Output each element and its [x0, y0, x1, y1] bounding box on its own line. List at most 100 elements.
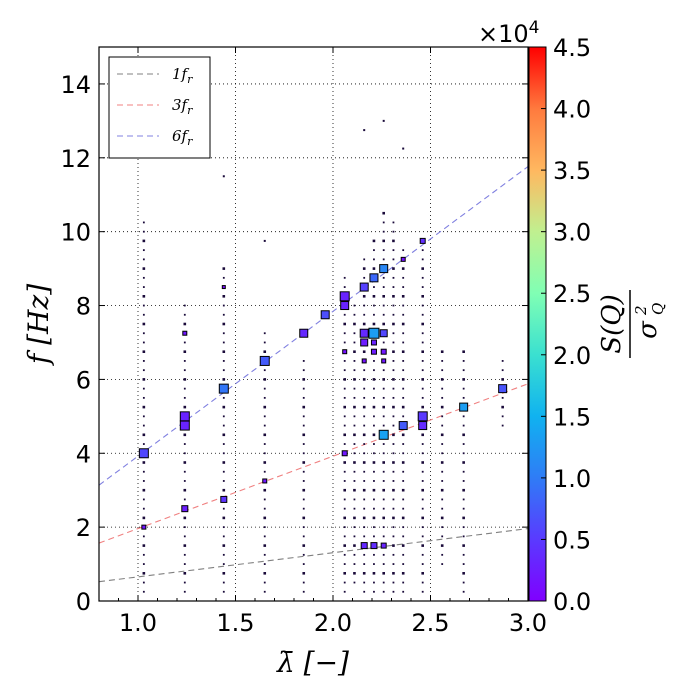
minor-point [353, 378, 356, 381]
y-axis-label: f [Hz] [22, 284, 55, 366]
minor-point [222, 433, 226, 437]
minor-point [372, 405, 376, 409]
minor-point [421, 526, 424, 529]
minor-point [142, 535, 145, 538]
data-point [380, 348, 387, 355]
minor-point [421, 507, 424, 510]
y-axis-ticks: 0 2 4 6 8 10 12 14 [60, 71, 528, 616]
minor-point [382, 590, 385, 593]
minor-point [362, 295, 366, 298]
minor-point [421, 378, 424, 381]
minor-point [263, 452, 266, 455]
minor-point [382, 378, 385, 381]
minor-point [343, 313, 346, 316]
minor-point [402, 276, 405, 279]
minor-point [373, 480, 375, 482]
data-point [181, 505, 189, 513]
minor-point [142, 553, 145, 556]
minor-point [142, 221, 145, 224]
minor-point [263, 572, 267, 575]
minor-point [263, 433, 267, 437]
minor-point [353, 415, 356, 418]
minor-point [363, 276, 366, 279]
minor-point [183, 488, 187, 492]
minor-point [142, 295, 146, 298]
minor-point [402, 507, 405, 510]
colorbar-tick-label: 1.0 [553, 465, 591, 493]
minor-point [421, 304, 424, 307]
minor-point [183, 443, 186, 445]
minor-point [421, 470, 424, 473]
minor-point [343, 488, 346, 492]
minor-point [462, 443, 465, 445]
minor-point [421, 433, 424, 437]
minor-point [363, 304, 366, 307]
minor-point [462, 396, 465, 399]
minor-point [462, 516, 465, 520]
minor-point [362, 488, 366, 492]
minor-point [421, 563, 424, 565]
minor-point [222, 276, 225, 279]
x-tick-label: 2.0 [314, 609, 352, 637]
minor-point [222, 544, 226, 547]
minor-point [343, 507, 346, 510]
minor-point [372, 295, 376, 298]
minor-point [142, 360, 145, 362]
minor-point [363, 470, 366, 473]
minor-point [142, 470, 145, 473]
colorbar-tick-label: 4.5 [553, 34, 591, 62]
data-point [340, 301, 350, 311]
minor-point [362, 405, 366, 409]
minor-point [343, 332, 346, 335]
minor-point [441, 480, 444, 482]
minor-point [462, 360, 465, 362]
minor-point [362, 572, 366, 575]
minor-point [440, 378, 444, 381]
minor-point [222, 488, 226, 492]
minor-point [183, 563, 186, 565]
minor-point [462, 387, 465, 390]
minor-point [263, 443, 266, 445]
minor-point [382, 341, 385, 344]
minor-point [401, 322, 405, 326]
minor-point [343, 572, 346, 575]
minor-point [142, 461, 146, 464]
minor-point [402, 443, 405, 445]
minor-point [392, 221, 395, 224]
minor-point [222, 581, 225, 584]
minor-point [263, 488, 267, 492]
minor-point [302, 498, 305, 501]
minor-point [382, 211, 385, 215]
data-point [417, 411, 428, 422]
minor-point [462, 350, 465, 353]
data-point [498, 384, 508, 394]
minor-point [142, 258, 145, 261]
minor-point [421, 480, 424, 482]
minor-point [353, 369, 356, 372]
minor-point [353, 360, 356, 362]
minor-point [263, 553, 266, 556]
data-point [339, 291, 350, 302]
minor-point [263, 526, 266, 529]
minor-point [382, 415, 385, 418]
minor-point [343, 563, 346, 565]
minor-point [343, 461, 346, 464]
minor-point [402, 249, 405, 252]
minor-point [401, 572, 405, 575]
minor-point [263, 369, 266, 372]
minor-point [363, 535, 366, 538]
minor-point [392, 526, 395, 529]
minor-point [421, 572, 424, 575]
minor-point [353, 313, 356, 316]
minor-point [363, 581, 366, 584]
minor-point [343, 387, 346, 390]
minor-point [382, 535, 385, 538]
minor-point [401, 267, 405, 270]
minor-point [142, 581, 145, 584]
minor-point [392, 516, 395, 520]
data-point [369, 273, 379, 283]
data-point [379, 264, 389, 274]
minor-point [353, 470, 356, 473]
minor-point [343, 276, 346, 279]
data-point [380, 542, 387, 549]
